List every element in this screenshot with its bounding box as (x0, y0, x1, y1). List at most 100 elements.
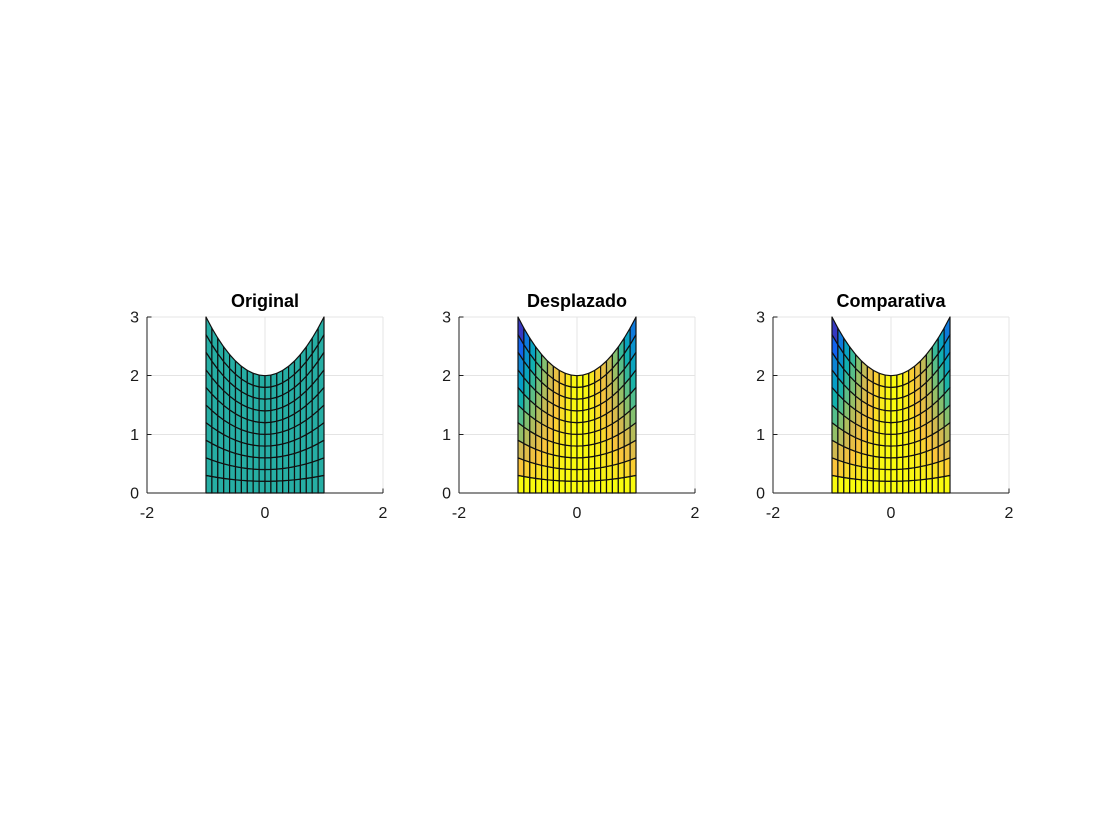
mesh-cell (564, 456, 572, 471)
mesh-cell (576, 374, 584, 388)
mesh-comparativa (831, 316, 951, 494)
y-tick-label: 1 (442, 427, 451, 444)
y-tick-label: 0 (130, 486, 139, 503)
mesh-cell (896, 408, 904, 423)
mesh-cell (582, 444, 590, 459)
mesh-cell (594, 441, 602, 457)
mesh-cell (523, 459, 531, 479)
mesh-cell (896, 396, 904, 412)
mesh-cell (919, 478, 928, 494)
mesh-cell (282, 467, 290, 482)
mesh-cell (270, 396, 278, 412)
mesh-cell (317, 316, 325, 346)
mesh-cell (311, 475, 319, 494)
mesh-cell (866, 441, 874, 457)
mesh-cell (217, 476, 225, 494)
mesh-cell (576, 457, 584, 471)
mesh-cell (258, 409, 266, 424)
mesh-cell (276, 369, 284, 386)
mesh-cell (229, 478, 237, 494)
mesh-cell (540, 464, 549, 481)
y-tick-label: 3 (130, 310, 139, 327)
mesh-cell (908, 479, 916, 494)
y-tick-label: 3 (442, 310, 451, 327)
mesh-cell (252, 372, 260, 388)
mesh-cell (849, 477, 857, 494)
mesh-cell (558, 369, 566, 386)
mesh-cell (872, 443, 880, 458)
mesh-cell (246, 431, 254, 446)
mesh-cell (264, 468, 272, 482)
mesh-cell (837, 475, 845, 494)
mesh-cell (317, 474, 325, 494)
mesh-cell (564, 444, 572, 459)
mesh-cell (931, 476, 939, 494)
mesh-cell (890, 386, 898, 400)
mesh-cell (913, 479, 922, 494)
mesh-cell (240, 454, 248, 470)
mesh-cell (211, 459, 219, 479)
mesh-cell (582, 468, 590, 482)
mesh-cell (535, 477, 543, 494)
mesh-cell (299, 477, 307, 494)
mesh-cell (872, 431, 880, 446)
mesh-cell (270, 468, 278, 482)
mesh-cell (843, 476, 851, 494)
mesh-cell (594, 479, 602, 494)
mesh-cell (252, 396, 260, 412)
mesh-cell (576, 468, 584, 482)
mesh-original (205, 316, 325, 494)
mesh-cell (264, 409, 272, 424)
mesh-cell (234, 452, 242, 469)
mesh-cell (884, 374, 892, 388)
mesh-cell (878, 384, 886, 400)
mesh-cell (546, 466, 555, 481)
mesh-cell (605, 478, 614, 494)
mesh-cell (535, 463, 543, 480)
mesh-cell (282, 479, 290, 494)
mesh-cell (629, 316, 637, 346)
mesh-cell (576, 480, 584, 494)
mesh-cell (623, 475, 631, 494)
mesh-cell (252, 480, 260, 494)
subplot-title: Comparativa (836, 291, 946, 311)
mesh-cell (558, 455, 566, 470)
mesh-cell (529, 476, 537, 494)
mesh-cell (240, 479, 248, 494)
mesh-cell (582, 372, 590, 388)
mesh-cell (890, 409, 898, 424)
mesh-cell (884, 409, 892, 424)
mesh-cell (943, 316, 951, 346)
mesh-cell (902, 369, 910, 386)
mesh-cell (860, 466, 869, 481)
subplot-title: Desplazado (527, 291, 627, 311)
mesh-cell (558, 480, 566, 494)
mesh-cell (252, 408, 260, 423)
mesh-cell (258, 445, 266, 459)
mesh-cell (276, 480, 284, 494)
mesh-cell (902, 467, 910, 482)
mesh-cell (937, 459, 945, 479)
mesh-cell (276, 443, 284, 458)
y-tick-label: 0 (756, 486, 765, 503)
mesh-cell (240, 467, 248, 482)
mesh-cell (884, 421, 892, 435)
mesh-cell (293, 464, 301, 481)
mesh-cell (540, 478, 549, 494)
mesh-cell (252, 420, 260, 435)
mesh-cell (884, 398, 892, 412)
mesh-cell (896, 372, 904, 388)
mesh-cell (588, 480, 596, 494)
mesh-cell (913, 466, 922, 481)
mesh-cell (831, 474, 839, 494)
mesh-cell (890, 457, 898, 471)
mesh-cell (546, 479, 555, 494)
mesh-cell (282, 454, 290, 470)
x-tick-label: 0 (887, 505, 896, 522)
mesh-cell (890, 374, 898, 388)
mesh-cell (570, 374, 578, 388)
mesh-cell (896, 456, 904, 471)
mesh-cell (576, 445, 584, 459)
mesh-cell (570, 457, 578, 471)
